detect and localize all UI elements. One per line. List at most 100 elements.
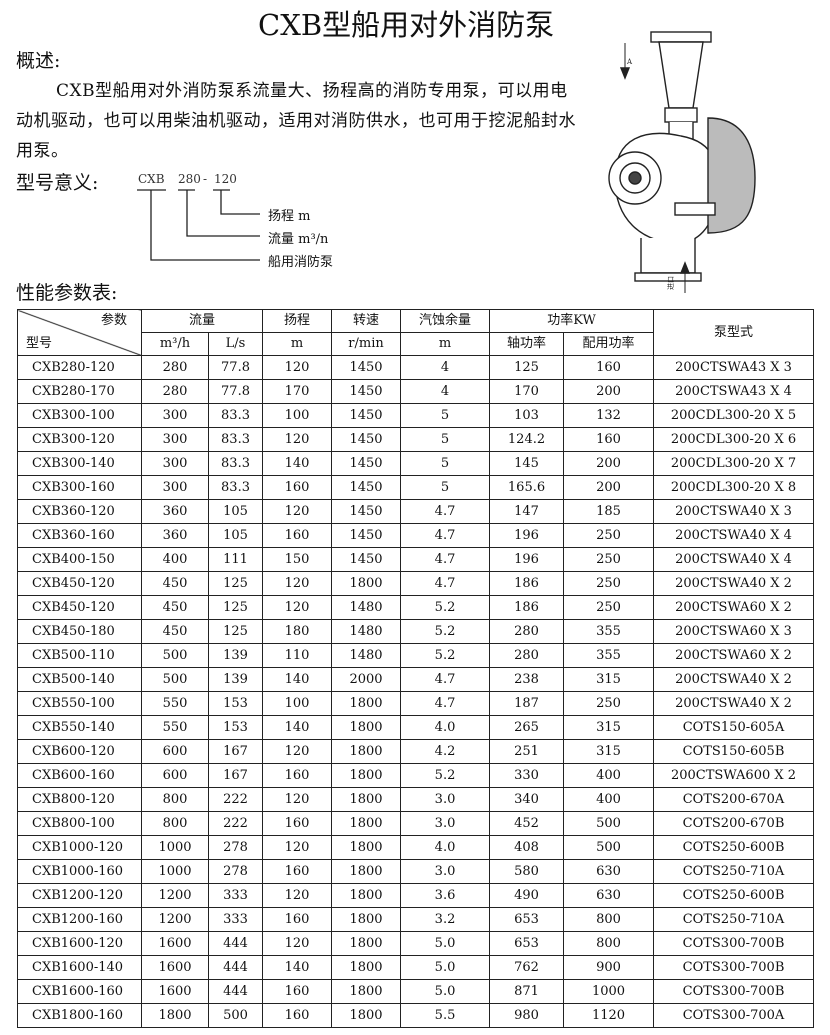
- table-row: CXB300-100 300 83.3 100 1450 5 103 132 200CDL300…: [17, 403, 815, 428]
- cell-speed: 1800: [331, 787, 402, 812]
- cell-head: 120: [262, 739, 333, 764]
- cell-rated-power: 630: [563, 883, 655, 908]
- table-row: CXB1000-120 1000 278 120 1800 4.0 408 500 COTS25…: [17, 835, 815, 860]
- cell-shaft-power: 265: [489, 715, 565, 740]
- table-row: CXB1200-120 1200 333 120 1800 3.6 490 630 COTS25…: [17, 883, 815, 908]
- cell-head: 100: [262, 403, 333, 428]
- cell-flow-ls: 139: [207, 643, 264, 668]
- cell-flow-m3h: 280: [141, 379, 209, 404]
- table-row: CXB450-120 450 125 120 1800 4.7 186 250 200CTSWA…: [17, 571, 815, 596]
- cell-head: 160: [262, 523, 333, 548]
- cell-flow-ls: 83.3: [207, 427, 264, 452]
- cell-pump-type: 200CTSWA60 X 3: [653, 619, 815, 644]
- cell-npsh: 5.2: [400, 763, 491, 788]
- cell-speed: 1800: [331, 715, 402, 740]
- cell-flow-ls: 77.8: [207, 355, 264, 380]
- cell-model: CXB450-180: [17, 619, 142, 644]
- cell-pump-type: COTS300-700A: [653, 1003, 815, 1028]
- cell-model: CXB800-120: [17, 787, 142, 812]
- cell-rated-power: 355: [563, 619, 655, 644]
- cell-pump-type: COTS300-700B: [653, 955, 815, 980]
- performance-table: 参数 型号 流量 扬程 转速 汽蚀余量 功率KW 泵型式 m³/h L/s m r…: [17, 309, 815, 1028]
- table-row: CXB500-110 500 139 110 1480 5.2 280 355 200CTSWA…: [17, 643, 815, 668]
- cell-model: CXB300-100: [17, 403, 142, 428]
- table-row: CXB300-120 300 83.3 120 1450 5 124.2 160 200CDL3…: [17, 427, 815, 452]
- cell-pump-type: 200CTSWA40 X 2: [653, 667, 815, 692]
- table-row: CXB450-120 450 125 120 1480 5.2 186 250 200CTSWA…: [17, 595, 815, 620]
- cell-model: CXB400-150: [17, 547, 142, 572]
- cell-npsh: 4.7: [400, 499, 491, 524]
- header-speed-unit: r/min: [331, 332, 402, 356]
- cell-head: 120: [262, 355, 333, 380]
- table-row: CXB1800-160 1800 500 160 1800 5.5 980 1120 COTS3…: [17, 1003, 815, 1028]
- table-row: CXB600-160 600 167 160 1800 5.2 330 400 200CTSWA…: [17, 763, 815, 788]
- cell-npsh: 4.7: [400, 667, 491, 692]
- cell-head: 110: [262, 643, 333, 668]
- cell-flow-m3h: 1800: [141, 1003, 209, 1028]
- cell-pump-type: COTS150-605A: [653, 715, 815, 740]
- header-params: 参数: [100, 313, 127, 328]
- cell-pump-type: COTS200-670B: [653, 811, 815, 836]
- cell-flow-ls: 139: [207, 667, 264, 692]
- cell-npsh: 4.7: [400, 523, 491, 548]
- cell-npsh: 4.7: [400, 691, 491, 716]
- flow-label: 流量 m³/n: [268, 232, 329, 247]
- cell-flow-ls: 105: [207, 523, 264, 548]
- cell-flow-ls: 125: [207, 571, 264, 596]
- cell-flow-ls: 83.3: [207, 475, 264, 500]
- cell-flow-m3h: 280: [141, 355, 209, 380]
- table-row: CXB1200-160 1200 333 160 1800 3.2 653 800 COTS25…: [17, 907, 815, 932]
- cell-flow-ls: 333: [207, 883, 264, 908]
- cell-rated-power: 160: [563, 355, 655, 380]
- cell-flow-m3h: 800: [141, 787, 209, 812]
- cell-flow-m3h: 550: [141, 691, 209, 716]
- cell-npsh: 5: [400, 403, 491, 428]
- cell-speed: 1450: [331, 523, 402, 548]
- cell-pump-type: 200CTSWA43 X 3: [653, 355, 815, 380]
- cell-shaft-power: 280: [489, 643, 565, 668]
- cell-flow-m3h: 1000: [141, 859, 209, 884]
- table-row: CXB300-160 300 83.3 160 1450 5 165.6 200 200CDL3…: [17, 475, 815, 500]
- cell-pump-type: COTS250-710A: [653, 859, 815, 884]
- cell-speed: 1450: [331, 499, 402, 524]
- cell-npsh: 4.0: [400, 835, 491, 860]
- cell-head: 140: [262, 715, 333, 740]
- table-body: CXB280-120 280 77.8 120 1450 4 125 160 200CTSWA4…: [17, 355, 815, 1028]
- overview-text: CXB型船用对外消防泵系流量大、扬程高的消防专用泵，可以用电动机驱动，也可以用柴…: [16, 81, 576, 161]
- cell-flow-ls: 278: [207, 859, 264, 884]
- cell-shaft-power: 238: [489, 667, 565, 692]
- cell-flow-ls: 222: [207, 787, 264, 812]
- cell-speed: 1450: [331, 403, 402, 428]
- header-npsh-unit: m: [400, 332, 491, 356]
- cell-flow-m3h: 360: [141, 499, 209, 524]
- cell-head: 160: [262, 475, 333, 500]
- table-row: CXB280-170 280 77.8 170 1450 4 170 200 200CTSWA4…: [17, 379, 815, 404]
- cell-pump-type: 200CDL300-20 X 7: [653, 451, 815, 476]
- cell-flow-ls: 444: [207, 979, 264, 1004]
- cell-model: CXB500-110: [17, 643, 142, 668]
- cell-flow-m3h: 600: [141, 763, 209, 788]
- cell-flow-m3h: 450: [141, 595, 209, 620]
- cell-rated-power: 200: [563, 451, 655, 476]
- cell-pump-type: 200CTSWA43 X 4: [653, 379, 815, 404]
- cell-head: 160: [262, 907, 333, 932]
- cell-shaft-power: 980: [489, 1003, 565, 1028]
- cell-npsh: 3.6: [400, 883, 491, 908]
- cell-rated-power: 250: [563, 691, 655, 716]
- cell-rated-power: 315: [563, 715, 655, 740]
- header-head-unit: m: [262, 332, 333, 356]
- cell-model: CXB1000-160: [17, 859, 142, 884]
- cell-flow-m3h: 400: [141, 547, 209, 572]
- cell-flow-ls: 167: [207, 739, 264, 764]
- cell-head: 160: [262, 763, 333, 788]
- header-pump-type: 泵型式: [653, 309, 815, 356]
- cell-shaft-power: 871: [489, 979, 565, 1004]
- table-row: CXB1600-140 1600 444 140 1800 5.0 762 900 COTS30…: [17, 955, 815, 980]
- arrow-label: A: [626, 58, 633, 66]
- cell-model: CXB1600-160: [17, 979, 142, 1004]
- cell-shaft-power: 490: [489, 883, 565, 908]
- cell-model: CXB1800-160: [17, 1003, 142, 1028]
- cell-head: 160: [262, 811, 333, 836]
- cell-rated-power: 1000: [563, 979, 655, 1004]
- cell-pump-type: 200CTSWA40 X 2: [653, 571, 815, 596]
